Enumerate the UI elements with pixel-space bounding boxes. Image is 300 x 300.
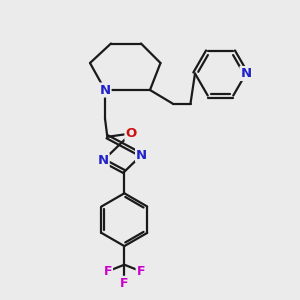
Text: N: N xyxy=(240,67,252,80)
Text: N: N xyxy=(136,148,147,161)
Text: N: N xyxy=(99,83,111,97)
Text: F: F xyxy=(120,277,129,290)
Text: O: O xyxy=(125,127,137,140)
Text: F: F xyxy=(103,265,112,278)
Text: F: F xyxy=(136,265,145,278)
Text: N: N xyxy=(98,154,109,167)
